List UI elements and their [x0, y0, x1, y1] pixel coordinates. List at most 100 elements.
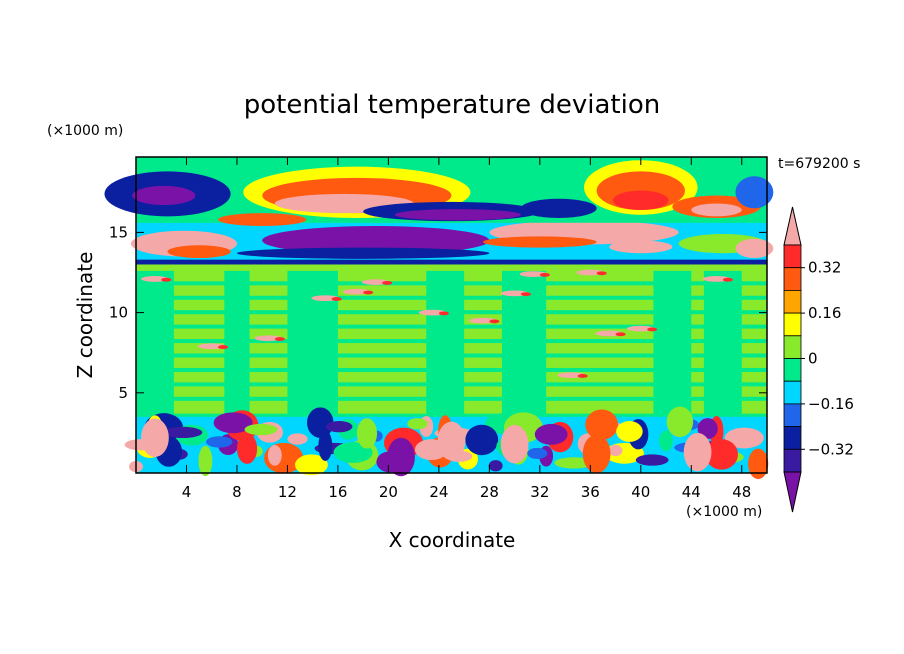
turbulent-eddy-large	[387, 437, 415, 477]
anomaly-pos-edge	[167, 245, 231, 259]
turbulent-eddy	[407, 418, 428, 430]
filament-core	[577, 374, 588, 378]
y-tick-label: 5	[118, 384, 128, 402]
anomaly-pos	[609, 240, 673, 254]
colorbar-box	[783, 267, 802, 291]
filament-core	[438, 311, 449, 316]
turbulent-eddy	[356, 418, 378, 449]
colorbar-box	[783, 380, 802, 405]
turbulent-eddy	[287, 433, 308, 445]
filament-core	[331, 297, 342, 301]
wave-pos-core	[613, 190, 669, 210]
plot-area	[104, 156, 774, 480]
turbulent-eddy-large	[683, 432, 712, 472]
colorbar-tick-label: 0.16	[808, 304, 841, 322]
filament-core	[520, 292, 532, 297]
turbulent-eddy-large	[500, 424, 529, 464]
y-axis-label: Z coordinate	[73, 252, 97, 379]
x-tick-label: 24	[429, 483, 448, 501]
turbulent-eddy	[318, 430, 333, 461]
turbulent-eddy	[488, 460, 503, 472]
time-label: t=679200 s	[778, 156, 860, 172]
anomaly-neg	[262, 225, 490, 255]
turbulent-eddy	[244, 423, 278, 436]
filament-core	[615, 332, 626, 337]
turbulent-eddy	[705, 439, 738, 470]
turbulent-eddy	[659, 430, 673, 452]
anomaly-pos-edge	[483, 236, 597, 248]
filament-core	[539, 272, 550, 277]
anomaly-pos	[735, 238, 774, 259]
x-tick-label: 16	[328, 483, 347, 501]
colorbar-tick-label: 0	[808, 350, 818, 368]
turbulent-eddy	[236, 433, 258, 464]
turbulent-eddy	[325, 421, 353, 433]
turbulent-eddy	[534, 423, 568, 445]
turbulent-eddy	[198, 445, 213, 477]
layer-boundary	[136, 413, 767, 419]
plot-frame	[135, 156, 768, 474]
y-unit-label: (×1000 m)	[47, 123, 123, 139]
filament-core	[161, 277, 172, 282]
y-tick-label: 15	[109, 223, 128, 241]
mid-stripe	[136, 324, 767, 329]
x-axis-ticks: 4 8 12 16 20 24 28 32 36 40 44 48	[182, 157, 751, 501]
turbulent-eddy	[295, 454, 328, 476]
turbulent-eddy-large	[141, 418, 169, 457]
mid-stripe	[136, 353, 767, 358]
turbulent-eddy	[307, 407, 334, 438]
wave-pos-core	[691, 203, 742, 217]
mid-stripe	[136, 310, 767, 315]
turbulent-eddy	[616, 421, 643, 442]
wave-neg-core	[132, 185, 196, 206]
filament-core	[218, 345, 229, 350]
filament-core	[722, 277, 733, 282]
y-tick-label: 10	[109, 304, 128, 322]
turbulent-eddy	[585, 409, 619, 440]
x-tick-label: 20	[379, 483, 398, 501]
turbulent-eddy	[666, 406, 694, 438]
mid-stripe	[136, 339, 767, 344]
colorbar-box	[783, 335, 802, 359]
chart-title: potential temperature deviation	[244, 90, 660, 120]
turbulent-eddy	[608, 444, 623, 457]
x-tick-label: 48	[732, 483, 751, 501]
wave-neg	[735, 176, 774, 209]
turbulent-eddy	[697, 418, 718, 439]
colorbar-tick-label: 0.32	[808, 259, 841, 277]
anomaly-neg-edge	[236, 247, 490, 259]
x-tick-label: 12	[278, 483, 297, 501]
x-tick-label: 44	[682, 483, 701, 501]
turbulent-eddy-large	[582, 434, 611, 474]
turbulent-eddy	[748, 448, 769, 480]
filament-core	[274, 337, 285, 341]
x-tick-label: 28	[480, 483, 499, 501]
filament-core	[382, 280, 393, 285]
x-tick-label: 36	[581, 483, 600, 501]
wave-neg	[520, 198, 597, 218]
x-tick-label: 8	[232, 483, 242, 501]
turbulent-eddy	[163, 426, 203, 439]
turbulent-eddy	[724, 427, 764, 449]
turbulent-eddy-large	[437, 421, 466, 461]
colorbar-tick-label: −0.16	[808, 395, 854, 413]
filament-core	[363, 290, 374, 295]
y-axis-ticks: 5 10 15	[109, 223, 767, 402]
colorbar-tick-label: −0.32	[808, 440, 854, 458]
colorbar-box	[783, 448, 802, 473]
mid-stripe	[136, 382, 767, 387]
upper-base-edge	[136, 259, 767, 265]
turbulent-eddy	[213, 412, 253, 434]
wave-pos	[218, 213, 307, 226]
x-unit-label: (×1000 m)	[686, 504, 762, 520]
colorbar-box	[783, 244, 802, 269]
turbulent-eddy	[465, 424, 499, 456]
mid-stripe	[136, 367, 767, 372]
colorbar-box	[783, 403, 802, 427]
colorbar-triangle-max	[783, 206, 802, 246]
filament-core	[596, 271, 607, 276]
x-tick-label: 40	[631, 483, 650, 501]
turbulent-eddy	[527, 447, 548, 460]
colorbar: 0.32 0.16 0 −0.16 −0.32	[783, 206, 854, 513]
